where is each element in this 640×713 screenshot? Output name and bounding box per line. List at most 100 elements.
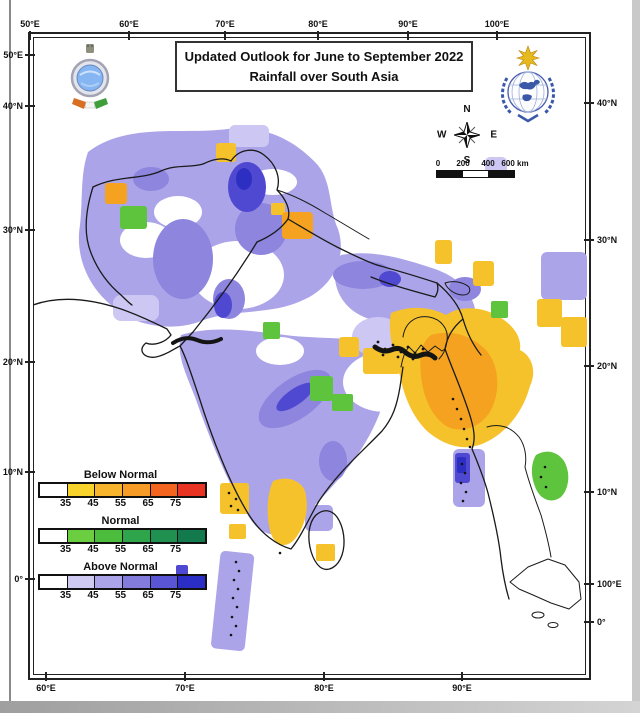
south-asia-map — [33, 125, 587, 651]
scan-edge-left — [9, 0, 11, 713]
compass-rose: N S W E — [437, 104, 497, 166]
tick-mark — [25, 361, 35, 363]
tick-mark — [496, 31, 498, 40]
tick-mark — [29, 31, 31, 40]
legend-tick-label: 75 — [169, 590, 182, 601]
tick-mark — [584, 365, 594, 367]
axis-tick-label: 90°E — [452, 683, 472, 693]
axis-tick-label: 90°E — [398, 19, 418, 29]
tick-mark — [584, 102, 594, 104]
legend-tick-label: 55 — [114, 590, 127, 601]
scale-bar-segment — [462, 171, 489, 177]
legend-tick-label: 65 — [142, 590, 154, 601]
scale-bar-segments — [436, 170, 515, 178]
compass-north-label: N — [463, 104, 471, 115]
tick-mark — [584, 583, 594, 585]
legend-color-cell — [178, 530, 206, 542]
tick-mark — [584, 621, 594, 623]
axis-tick-label: 40°N — [2, 101, 23, 111]
legend-color-cell — [123, 530, 151, 542]
legend-color-cell — [67, 576, 96, 588]
legend-tick-label: 45 — [87, 590, 99, 601]
tick-mark — [45, 672, 47, 681]
legend-above-normal: Above Normal 35 45 55 65 75 — [38, 561, 210, 602]
scale-bar-labels: 0 200 400 600 km — [436, 159, 532, 168]
legend-tick-label: 45 — [87, 544, 99, 555]
legend-title: Below Normal — [83, 469, 158, 481]
page-title-line1: Updated Outlook for June to September 20… — [184, 49, 464, 64]
legend-color-bar — [38, 482, 207, 498]
legend-tick-label: 35 — [59, 590, 72, 601]
axis-tick-label: 10°N — [597, 487, 618, 497]
imd-emblem-icon — [70, 44, 110, 109]
axis-tick-label: 10°N — [2, 467, 23, 477]
axis-tick-label: 50°E — [3, 50, 23, 60]
legend-tick-label: 55 — [114, 544, 127, 555]
legend-color-cell — [95, 484, 124, 496]
probability-legend: Below Normal 35 45 55 65 75 Normal 35 45 55 65 7… — [38, 469, 210, 607]
legend-color-cell — [95, 530, 124, 542]
legend-tick-label: 35 — [59, 498, 72, 509]
legend-color-cell — [178, 576, 206, 588]
axis-tick-label: 20°N — [597, 361, 618, 371]
legend-color-cell — [40, 484, 68, 496]
wmo-emblem-icon — [501, 45, 555, 123]
legend-tick-label: 35 — [59, 544, 72, 555]
scale-bar-label: 600 km — [501, 159, 529, 168]
tick-mark — [128, 31, 130, 40]
axis-tick-label: 100°E — [484, 19, 510, 29]
legend-title: Normal — [101, 515, 140, 527]
tick-mark — [184, 672, 186, 681]
legend-color-cell — [150, 530, 179, 542]
axis-tick-label: 60°E — [36, 683, 56, 693]
tick-mark — [25, 471, 35, 473]
legend-color-cell — [40, 530, 68, 542]
tick-mark — [407, 31, 409, 40]
legend-tick-row: 35 45 55 65 75 — [38, 590, 210, 602]
tick-mark — [25, 105, 35, 107]
axis-tick-label: 100°E — [597, 579, 622, 589]
compass-west-label: W — [437, 129, 447, 141]
axis-tick-label: 30°N — [597, 235, 618, 245]
axis-tick-label: 80°E — [308, 19, 328, 29]
scale-bar-label: 400 — [481, 159, 495, 168]
legend-tick-label: 65 — [142, 544, 154, 555]
legend-color-cell — [123, 484, 151, 496]
tick-mark — [323, 672, 325, 681]
map-frame-inner — [33, 37, 586, 675]
axis-tick-label: 70°E — [215, 19, 235, 29]
scale-bar-label: 0 — [435, 159, 441, 168]
axis-tick-label: 0° — [14, 574, 23, 584]
legend-tick-label: 75 — [169, 498, 182, 509]
axis-tick-label: 70°E — [175, 683, 195, 693]
legend-tick-label: 55 — [114, 498, 127, 509]
scale-bar-segment — [437, 171, 463, 177]
page-title-line2: Rainfall over South Asia — [249, 68, 399, 84]
axis-tick-label: 60°E — [119, 19, 139, 29]
tick-mark — [317, 31, 319, 40]
tick-mark — [224, 31, 226, 40]
scan-edge-right — [632, 0, 640, 713]
compass-south-label: S — [463, 155, 471, 166]
legend-tick-label: 65 — [142, 498, 154, 509]
axis-tick-label: 80°E — [314, 683, 334, 693]
legend-color-cell — [123, 576, 151, 588]
legend-color-cell — [95, 576, 124, 588]
scan-edge-bottom — [0, 701, 640, 713]
axis-tick-label: 20°N — [2, 357, 23, 367]
axis-tick-label: 30°N — [2, 225, 23, 235]
tick-mark — [584, 239, 594, 241]
legend-title: Above Normal — [83, 561, 158, 573]
legend-color-cell — [40, 576, 68, 588]
legend-tick-row: 35 45 55 65 75 — [38, 544, 210, 556]
legend-tick-row: 35 45 55 65 75 — [38, 498, 210, 510]
compass-star-icon — [454, 122, 480, 148]
axis-tick-label: 0° — [597, 617, 606, 627]
compass-east-label: E — [490, 129, 497, 141]
legend-color-cell — [150, 576, 179, 588]
scale-bar-label: 200 — [456, 159, 470, 168]
scale-bar-segment — [488, 171, 515, 177]
tick-mark — [25, 229, 35, 231]
tick-mark — [461, 672, 463, 681]
